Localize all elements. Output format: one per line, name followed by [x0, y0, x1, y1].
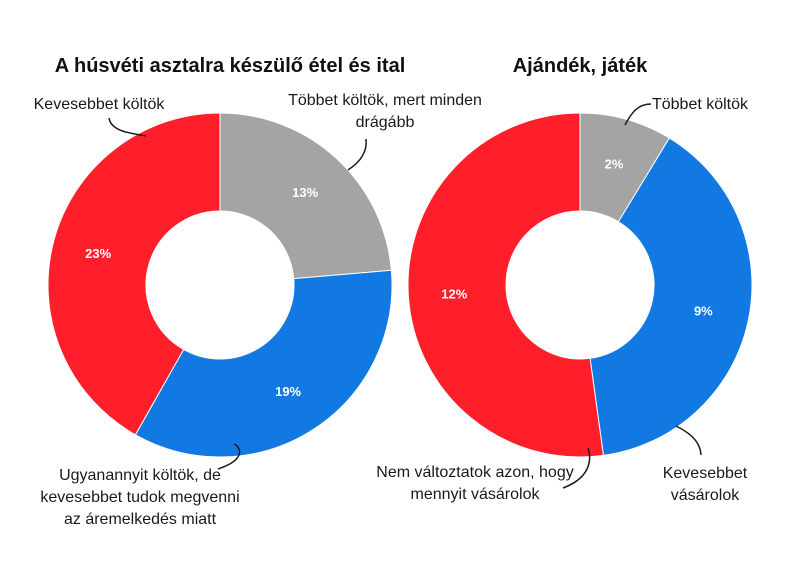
slice-value-label: 9%	[694, 304, 713, 319]
slice-annotation: Ugyanannyit költök, de kevesebbet tudok m…	[40, 467, 239, 528]
slice-annotation: Többet költök, mert minden drágább	[288, 92, 482, 131]
slice-value-label: 19%	[275, 384, 301, 399]
annotation-line: Ugyanannyit költök, de	[59, 467, 221, 484]
chart-title: A húsvéti asztalra készülő étel és ital	[55, 55, 406, 77]
leader-line	[217, 443, 241, 470]
annotation-line: kevesebbet tudok megvenni	[40, 489, 239, 506]
annotation-line: vásárolok	[671, 487, 740, 504]
chart-title: Ajándék, játék	[513, 55, 648, 77]
leader-line	[624, 103, 652, 126]
slice-annotation: Többet költök	[652, 96, 749, 113]
slice-annotation: Kevesebbet költök	[34, 96, 166, 113]
annotation-line: Többet költök	[652, 96, 749, 113]
leader-line	[562, 447, 591, 489]
annotation-line: az áremelkedés miatt	[64, 511, 217, 528]
slice-annotation: Kevesebbet vásárolok	[663, 465, 748, 504]
leader-line	[675, 425, 702, 456]
annotation-line: Kevesebbet költök	[34, 96, 166, 113]
annotation-line: Nem változtatok azon, hogy	[376, 464, 573, 481]
annotation-line: mennyit vásárolok	[411, 486, 541, 503]
donut-hole	[506, 211, 654, 359]
donut-chart-2: Ajándék, játék 2% 9% 12% Többet költök Kevese…	[376, 55, 753, 504]
slice-annotation: Nem változtatok azon, hogy mennyit vásáro…	[376, 464, 573, 503]
donut-hole	[146, 211, 294, 359]
slice-value-label: 23%	[85, 246, 111, 261]
leader-line	[347, 138, 367, 171]
slice-value-label: 13%	[292, 185, 318, 200]
annotation-line: Kevesebbet	[663, 465, 748, 482]
donut-chart-1: A húsvéti asztalra készülő étel és ital 1…	[34, 55, 482, 528]
slice-value-label: 12%	[441, 287, 467, 302]
annotation-line: Többet költök, mert minden	[288, 92, 482, 109]
slice-value-label: 2%	[605, 157, 624, 172]
leader-line	[108, 117, 147, 137]
annotation-line: drágább	[356, 114, 415, 131]
